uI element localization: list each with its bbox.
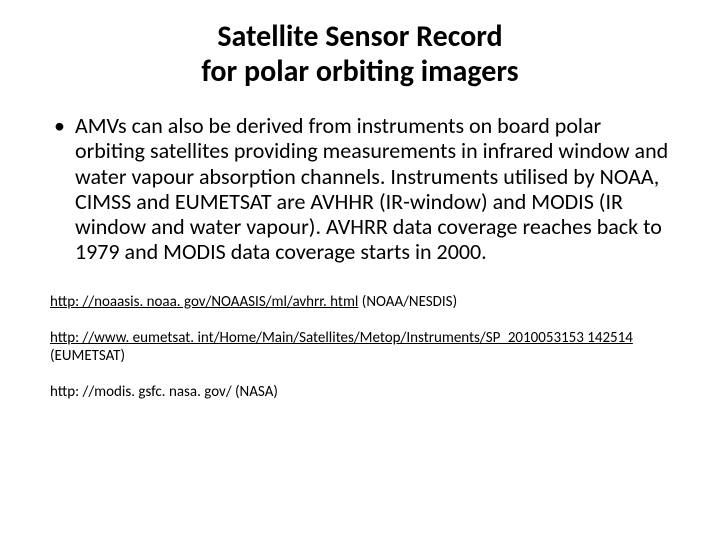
reference-1-url: http: //noaasis. noaa. gov/NOAASIS/ml/av… xyxy=(50,293,358,311)
bullet-marker-icon: • xyxy=(54,113,65,138)
bullet-item: • AMVs can also be derived from instrume… xyxy=(50,113,670,265)
reference-1-tail: (NOAA/NESDIS) xyxy=(358,293,457,311)
reference-2: http: //www. eumetsat. int/Home/Main/Sat… xyxy=(50,329,670,365)
reference-3: http: //modis. gsfc. nasa. gov/ (NASA) xyxy=(50,383,670,401)
reference-3-text: http: //modis. gsfc. nasa. gov/ (NASA) xyxy=(50,383,278,401)
title-line-1: Satellite Sensor Record xyxy=(217,18,502,55)
reference-1: http: //noaasis. noaa. gov/NOAASIS/ml/av… xyxy=(50,293,670,311)
slide-title: Satellite Sensor Record for polar orbiti… xyxy=(50,20,670,89)
reference-2-url: http: //www. eumetsat. int/Home/Main/Sat… xyxy=(50,329,633,347)
reference-2-tail: (EUMETSAT) xyxy=(50,347,125,365)
title-line-2: for polar orbiting imagers xyxy=(201,53,518,90)
bullet-text: AMVs can also be derived from instrument… xyxy=(75,113,670,265)
